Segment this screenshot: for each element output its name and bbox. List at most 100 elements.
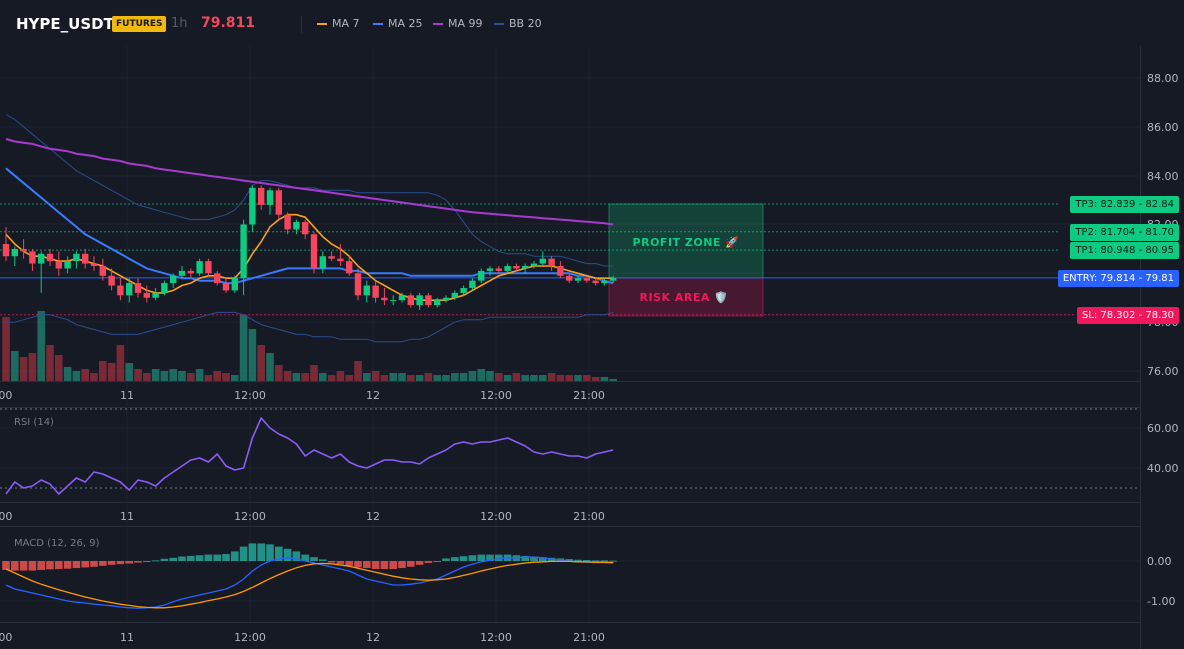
candle-body[interactable] <box>363 285 370 296</box>
candle-body[interactable] <box>407 295 414 306</box>
volume-bar <box>72 371 81 381</box>
candle-body[interactable] <box>372 285 379 298</box>
candle-body[interactable] <box>108 275 115 286</box>
rsi-tick: 60.00 <box>1147 422 1179 435</box>
time-tick: 21:00 <box>573 389 605 402</box>
volume-bar <box>63 367 72 381</box>
timeframe-label[interactable]: 1h <box>171 16 188 31</box>
candle-body[interactable] <box>381 297 388 301</box>
candle-body[interactable] <box>478 270 485 281</box>
candle-body[interactable] <box>398 295 406 301</box>
price-tick: 76.00 <box>1147 365 1179 378</box>
candle-body[interactable] <box>592 280 599 284</box>
candle-body[interactable] <box>495 268 502 271</box>
candle-body[interactable] <box>434 300 441 306</box>
candle-body[interactable] <box>530 263 538 267</box>
candle-body[interactable] <box>469 280 476 288</box>
candle-body[interactable] <box>346 261 353 274</box>
candle-body[interactable] <box>416 295 423 306</box>
candle-body[interactable] <box>319 256 326 269</box>
candle-body[interactable] <box>90 263 98 267</box>
macd-signal-line <box>5 560 614 609</box>
candle-body[interactable] <box>275 190 282 215</box>
volume-bar <box>591 377 600 381</box>
time-axis-macd: 2:00 11 12:00 12 12:00 21:00 <box>0 631 605 644</box>
candle-body[interactable] <box>574 278 582 281</box>
candle-body[interactable] <box>354 273 362 296</box>
candle-body[interactable] <box>293 222 300 230</box>
symbol-title[interactable]: HYPE_USDT <box>16 15 114 33</box>
candle-body[interactable] <box>337 258 344 262</box>
candle-body[interactable] <box>99 266 106 276</box>
candle-body[interactable] <box>126 283 133 296</box>
candle-body[interactable] <box>2 244 10 257</box>
volume-bar <box>283 371 292 381</box>
candle-body[interactable] <box>460 287 467 293</box>
candle-body[interactable] <box>266 190 274 205</box>
candle-body[interactable] <box>557 266 564 276</box>
candle-body[interactable] <box>425 295 432 306</box>
legend-ma25[interactable]: MA 25 <box>373 17 423 30</box>
macd-hist-bar <box>319 559 327 561</box>
candle-body[interactable] <box>73 253 80 262</box>
candle-body[interactable] <box>610 278 617 281</box>
candle-body[interactable] <box>117 285 124 296</box>
tp1-label[interactable]: TP1: 80.948 - 80.95 <box>1070 242 1179 259</box>
candle-body[interactable] <box>539 258 546 264</box>
candle-body[interactable] <box>310 234 318 269</box>
volume-bar <box>327 375 336 381</box>
candle-body[interactable] <box>143 292 150 298</box>
legend-ma99[interactable]: MA 99 <box>433 17 483 30</box>
candle-body[interactable] <box>302 222 309 235</box>
candle-body[interactable] <box>390 300 397 302</box>
candle-body[interactable] <box>442 297 450 301</box>
candle-body[interactable] <box>20 248 27 252</box>
candle-body[interactable] <box>29 251 36 264</box>
candle-body[interactable] <box>161 283 168 293</box>
candle-body[interactable] <box>451 292 458 298</box>
candle-body[interactable] <box>46 253 54 262</box>
legend-swatch-icon <box>373 23 383 25</box>
volume-bar <box>583 375 591 381</box>
candle-body[interactable] <box>64 261 71 269</box>
candle-body[interactable] <box>504 266 511 271</box>
candle-body[interactable] <box>55 261 62 269</box>
candle-body[interactable] <box>205 261 212 274</box>
candle-body[interactable] <box>513 266 520 269</box>
candle-body[interactable] <box>38 253 45 264</box>
candle-body[interactable] <box>258 187 265 205</box>
macd-hist-bar <box>204 554 213 561</box>
candle-body[interactable] <box>214 273 221 284</box>
legend-bb20[interactable]: BB 20 <box>494 17 542 30</box>
tp3-label[interactable]: TP3: 82.839 - 82.84 <box>1070 196 1179 213</box>
candle-body[interactable] <box>240 224 247 279</box>
candle-body[interactable] <box>583 278 590 281</box>
candle-body[interactable] <box>522 266 529 269</box>
candles[interactable] <box>2 185 617 310</box>
candle-body[interactable] <box>222 283 230 291</box>
candle-body[interactable] <box>486 268 494 271</box>
candle-body[interactable] <box>566 275 573 281</box>
candle-body[interactable] <box>196 261 203 274</box>
entry-label[interactable]: ENTRY: 79.814 - 79.81 <box>1057 270 1179 287</box>
candle-body[interactable] <box>231 278 238 291</box>
candle-body[interactable] <box>548 258 555 267</box>
tp2-label[interactable]: TP2: 81.704 - 81.70 <box>1070 224 1179 241</box>
candle-body[interactable] <box>284 214 291 230</box>
sl-label[interactable]: SL: 78.302 - 78.30 <box>1076 307 1179 324</box>
candle-body[interactable] <box>601 280 608 284</box>
volume-bar <box>336 371 345 381</box>
candle-body[interactable] <box>170 275 177 284</box>
candle-body[interactable] <box>187 270 194 274</box>
candle-body[interactable] <box>152 292 159 298</box>
volume-bar <box>486 371 494 381</box>
candle-body[interactable] <box>328 256 335 259</box>
candle-body[interactable] <box>178 270 186 276</box>
candle-body[interactable] <box>82 253 89 264</box>
candle-body[interactable] <box>249 187 256 225</box>
legend-ma7[interactable]: MA 7 <box>317 17 360 30</box>
candle-body[interactable] <box>134 283 142 293</box>
macd-hist-bar <box>433 561 441 562</box>
candle-body[interactable] <box>11 248 18 257</box>
